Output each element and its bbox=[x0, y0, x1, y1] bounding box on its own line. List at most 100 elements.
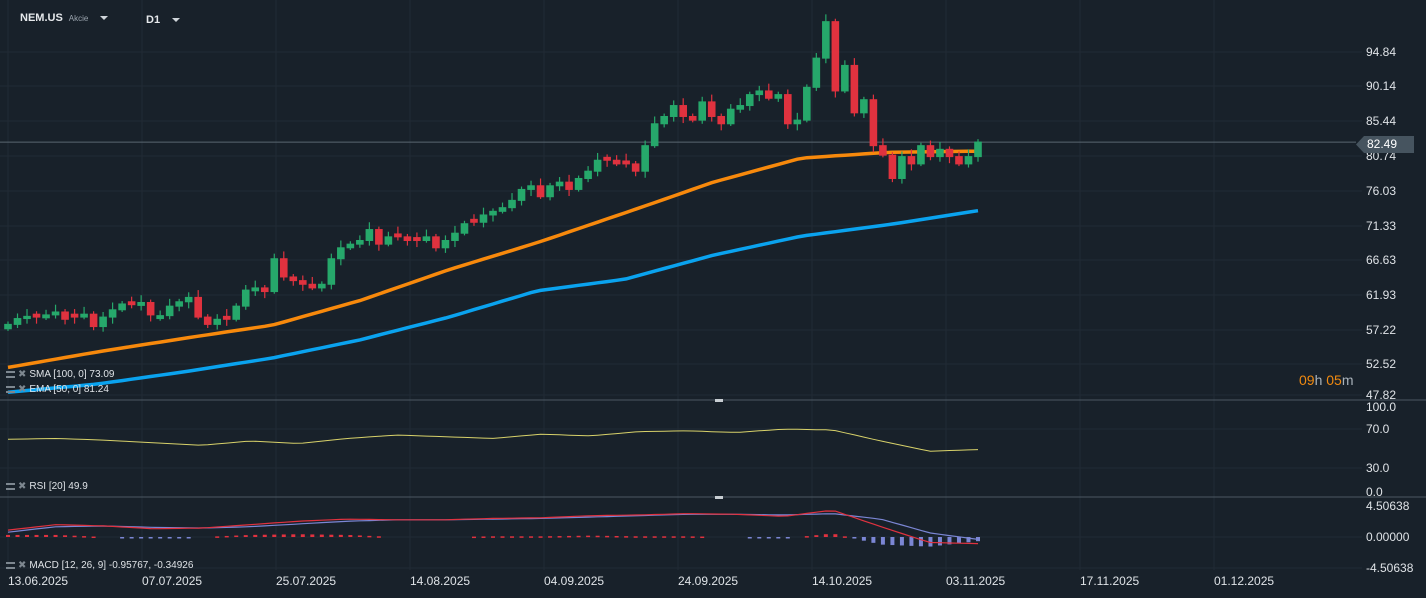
candle-up bbox=[42, 314, 50, 319]
macd-histogram-bar bbox=[557, 536, 562, 538]
price-axis-label: 76.03 bbox=[1366, 184, 1397, 198]
macd-histogram-bar bbox=[15, 534, 20, 537]
candle-up bbox=[793, 119, 802, 125]
candle-up bbox=[460, 223, 469, 234]
macd-histogram-bar bbox=[491, 536, 495, 538]
macd-histogram-bar bbox=[899, 537, 904, 546]
candle-up bbox=[774, 94, 783, 99]
candle-up bbox=[137, 302, 145, 306]
date-axis-label: 04.09.2025 bbox=[544, 574, 605, 588]
candle-up bbox=[974, 141, 982, 158]
candle-down bbox=[945, 148, 954, 158]
candle-down bbox=[707, 101, 716, 117]
macd-histogram-bar bbox=[928, 537, 933, 547]
candle-up bbox=[822, 21, 830, 59]
candle-down bbox=[403, 236, 412, 241]
rsi-axis-label: 100.0 bbox=[1366, 400, 1397, 414]
macd-histogram-bar bbox=[605, 535, 610, 538]
rsi-legend: ✖ RSI [20] 49.9 bbox=[6, 481, 88, 492]
macd-histogram-bar bbox=[947, 537, 952, 545]
macd-histogram-bar bbox=[814, 535, 819, 537]
candle-down bbox=[831, 21, 840, 92]
macd-line bbox=[7, 510, 979, 545]
candle-down bbox=[308, 283, 317, 289]
chevron-down-icon bbox=[100, 16, 109, 20]
macd-signal-line bbox=[7, 513, 979, 540]
ema-label: EMA [50, 0] 81.24 bbox=[29, 384, 109, 395]
settings-icon[interactable] bbox=[6, 371, 15, 378]
settings-icon[interactable] bbox=[6, 386, 15, 393]
candle-up bbox=[451, 232, 459, 241]
close-icon[interactable]: ✖ bbox=[18, 481, 27, 492]
candle-down bbox=[194, 296, 202, 318]
symbol-selector[interactable]: NEM.US Akcie bbox=[20, 12, 109, 24]
macd-label: MACD [12, 26, 9] -0.95767, -0.34926 bbox=[29, 560, 194, 571]
macd-histogram-bar bbox=[272, 534, 277, 537]
macd-histogram-bar bbox=[595, 535, 600, 538]
macd-histogram-bar bbox=[215, 536, 220, 538]
candle-down bbox=[70, 313, 79, 318]
date-axis-label: 24.09.2025 bbox=[678, 574, 739, 588]
timeframe-label: D1 bbox=[146, 14, 161, 26]
sma-legend: ✖ SMA [100, 0] 73.09 bbox=[6, 369, 114, 380]
candle-down bbox=[260, 287, 269, 293]
candle-up bbox=[108, 309, 117, 318]
close-icon[interactable]: ✖ bbox=[18, 560, 27, 571]
macd-histogram-bar bbox=[224, 535, 229, 538]
candle-up bbox=[356, 239, 364, 245]
macd-histogram-bar bbox=[937, 537, 942, 546]
settings-icon[interactable] bbox=[6, 562, 15, 569]
macd-histogram-bar bbox=[177, 537, 182, 539]
candle-up bbox=[165, 305, 174, 317]
candle-down bbox=[279, 258, 288, 278]
macd-histogram-bar bbox=[890, 537, 895, 546]
macd-histogram-bar bbox=[376, 536, 381, 538]
candle-down bbox=[470, 218, 478, 223]
macd-histogram-bar bbox=[548, 536, 553, 538]
candle-down bbox=[612, 159, 621, 165]
candle-down bbox=[869, 99, 878, 147]
candle-up bbox=[318, 283, 326, 289]
macd-histogram-bar bbox=[167, 537, 172, 539]
macd-histogram-bar bbox=[500, 536, 505, 538]
macd-histogram-bar bbox=[662, 536, 667, 538]
candle-up bbox=[517, 188, 526, 201]
candle-down bbox=[717, 115, 726, 125]
pane-resize-handle[interactable] bbox=[715, 496, 723, 499]
candle-down bbox=[784, 94, 792, 125]
candle-down bbox=[622, 160, 630, 165]
macd-histogram-bar bbox=[91, 536, 96, 539]
candle-down bbox=[89, 313, 98, 328]
candle-down bbox=[688, 115, 697, 121]
pane-resize-handle[interactable] bbox=[715, 399, 723, 402]
macd-histogram-bar bbox=[833, 534, 838, 537]
rsi-axis-label: 70.0 bbox=[1366, 422, 1390, 436]
macd-histogram-bar bbox=[139, 537, 144, 539]
candle-up bbox=[736, 105, 745, 110]
date-axis-label: 01.12.2025 bbox=[1214, 574, 1275, 588]
candle-up bbox=[270, 258, 279, 293]
macd-histogram-bar bbox=[34, 534, 39, 537]
date-axis-label: 13.06.2025 bbox=[8, 574, 69, 588]
close-icon[interactable]: ✖ bbox=[18, 369, 27, 380]
candle-down bbox=[565, 181, 573, 190]
settings-icon[interactable] bbox=[6, 483, 15, 490]
candle-up bbox=[422, 236, 431, 241]
candle-up bbox=[441, 239, 450, 249]
candle-down bbox=[926, 145, 935, 158]
candle-up bbox=[51, 311, 60, 316]
candle-up bbox=[118, 303, 126, 311]
candle-up bbox=[384, 236, 393, 245]
macd-histogram-bar bbox=[510, 536, 515, 538]
candle-down bbox=[679, 105, 687, 117]
macd-histogram-bar bbox=[291, 534, 296, 537]
macd-histogram-bar bbox=[63, 535, 68, 537]
candle-up bbox=[241, 289, 250, 307]
candle-down bbox=[222, 315, 231, 320]
macd-histogram-bar bbox=[690, 536, 695, 538]
macd-histogram-bar bbox=[567, 535, 572, 538]
timeframe-selector[interactable]: D1 bbox=[146, 14, 181, 26]
close-icon[interactable]: ✖ bbox=[18, 384, 27, 395]
macd-histogram-bar bbox=[576, 535, 581, 538]
